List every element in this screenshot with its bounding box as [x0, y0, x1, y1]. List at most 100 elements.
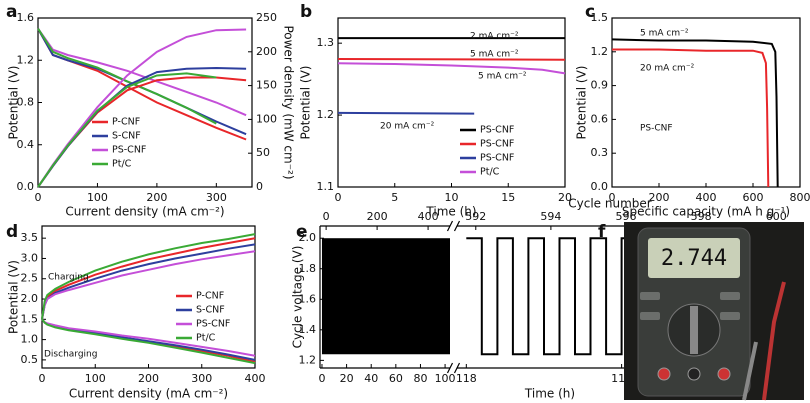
- y-tick-label: 0.5: [21, 353, 39, 366]
- series-line: [37, 28, 247, 117]
- y-tick-label: 0.0: [17, 180, 35, 193]
- x-tick-label: 200: [649, 191, 670, 204]
- series-line: [337, 58, 566, 61]
- series-line: [41, 318, 256, 365]
- axis-break: [446, 362, 461, 374]
- annotation: Charging: [48, 273, 89, 283]
- x-tick-label: 0: [318, 372, 325, 385]
- x2-tick-label: 400: [418, 210, 439, 223]
- legend-label: Pt/C: [196, 333, 216, 344]
- x2-tick-label: 598: [691, 210, 712, 223]
- y2-axis-title: Power density (mW cm⁻²): [282, 25, 296, 179]
- x-tick-label: 0: [335, 191, 342, 204]
- x-axis-title: Current density (mA cm⁻²): [69, 387, 228, 401]
- y-tick-label: 2.5: [21, 272, 39, 285]
- x-tick-label: 200: [146, 191, 167, 204]
- x2-tick-label: 600: [766, 210, 787, 223]
- y-tick-label: 0.4: [17, 138, 35, 151]
- x2-tick-label: 0: [323, 210, 330, 223]
- x2-tick-label: 200: [367, 210, 388, 223]
- legend-label: PS-CNF: [480, 153, 514, 164]
- x-tick-label: 0: [609, 191, 616, 204]
- jack: [657, 367, 671, 381]
- x-tick-label: 0: [39, 372, 46, 385]
- y-axis-title: Potential (V): [575, 66, 589, 140]
- annotation: 5 mA cm⁻²: [470, 50, 519, 60]
- x-axis-title: Specific capacity (mA h g⁻¹): [622, 205, 790, 219]
- jack: [717, 367, 731, 381]
- y-tick-label: 1.1: [317, 180, 335, 193]
- series-line: [41, 233, 256, 320]
- y-tick-label: 0: [256, 180, 263, 193]
- button: [720, 312, 740, 320]
- probe-lead: [762, 281, 786, 401]
- x-tick-label: 200: [138, 372, 159, 385]
- y-tick-label: 2.0: [21, 292, 39, 305]
- axis-break-gap: [450, 362, 457, 374]
- series-line: [611, 38, 779, 188]
- button: [720, 292, 740, 300]
- y-tick-label: 200: [256, 45, 277, 58]
- axis-break: [446, 220, 461, 232]
- legend-label: S-CNF: [196, 305, 225, 316]
- annotation: 20 mA cm⁻²: [380, 122, 435, 132]
- annotation: 5 mA cm⁻²: [640, 29, 689, 39]
- x-tick-label: 80: [413, 372, 427, 385]
- series-line: [337, 62, 566, 75]
- x-tick-label: 600: [743, 191, 764, 204]
- panel-label: b: [300, 2, 312, 22]
- annotation: PS-CNF: [640, 124, 673, 134]
- y-axis-title: Potential (V): [299, 66, 313, 140]
- dial-knob: [690, 306, 698, 354]
- x-tick-label: 40: [364, 372, 378, 385]
- x-tick-label: 800: [790, 191, 810, 204]
- x-tick-label: 100: [87, 191, 108, 204]
- annotation: 20 mA cm⁻²: [640, 64, 695, 74]
- x-tick-label: 100: [435, 372, 456, 385]
- y-tick-label: 1.2: [299, 353, 317, 366]
- series-line: [41, 250, 256, 320]
- x-tick-label: 15: [501, 191, 515, 204]
- x-tick-label: 300: [191, 372, 212, 385]
- y-tick-label: 1.2: [591, 45, 609, 58]
- y-tick-label: 100: [256, 112, 277, 125]
- x-tick-label: 400: [696, 191, 717, 204]
- legend-label: PS-CNF: [196, 319, 230, 330]
- button: [640, 312, 660, 320]
- y-tick-label: 150: [256, 79, 277, 92]
- y-tick-label: 50: [256, 146, 270, 159]
- series-line: [37, 28, 217, 125]
- legend-label: Pt/C: [112, 159, 132, 170]
- y-tick-label: 2.0: [299, 231, 317, 244]
- panel-label: f: [598, 222, 606, 242]
- x2-tick-label: 594: [540, 210, 561, 223]
- y-tick-label: 0.8: [17, 96, 35, 109]
- series-line: [337, 111, 475, 115]
- x-tick-label: 400: [245, 372, 266, 385]
- y-tick-label: 0.9: [591, 79, 609, 92]
- y-tick-label: 1.6: [17, 11, 35, 24]
- y-tick-label: 1.8: [299, 262, 317, 275]
- x-tick-label: 60: [389, 372, 403, 385]
- legend-label: PS-CNF: [480, 139, 514, 150]
- y-tick-label: 1.5: [591, 11, 609, 24]
- x-tick-label: 100: [85, 372, 106, 385]
- y-tick-label: 0.0: [591, 180, 609, 193]
- legend-label: S-CNF: [112, 131, 141, 142]
- y-tick-label: 1.2: [17, 53, 35, 66]
- multimeter-display: [648, 238, 740, 278]
- y-tick-label: 1.3: [317, 36, 335, 49]
- jack: [687, 367, 701, 381]
- button: [640, 292, 660, 300]
- legend-label: PS-CNF: [112, 145, 146, 156]
- legend-label: P-CNF: [196, 291, 224, 302]
- x-tick-label: 10: [445, 191, 459, 204]
- series-line: [37, 72, 217, 188]
- y-tick-label: 1.6: [299, 292, 317, 305]
- series-line: [612, 48, 770, 188]
- display-reading: 2.744: [661, 246, 727, 271]
- y-tick-label: 3.0: [21, 251, 39, 264]
- y-tick-label: 1.2: [317, 108, 335, 121]
- y-tick-label: 1.4: [299, 323, 317, 336]
